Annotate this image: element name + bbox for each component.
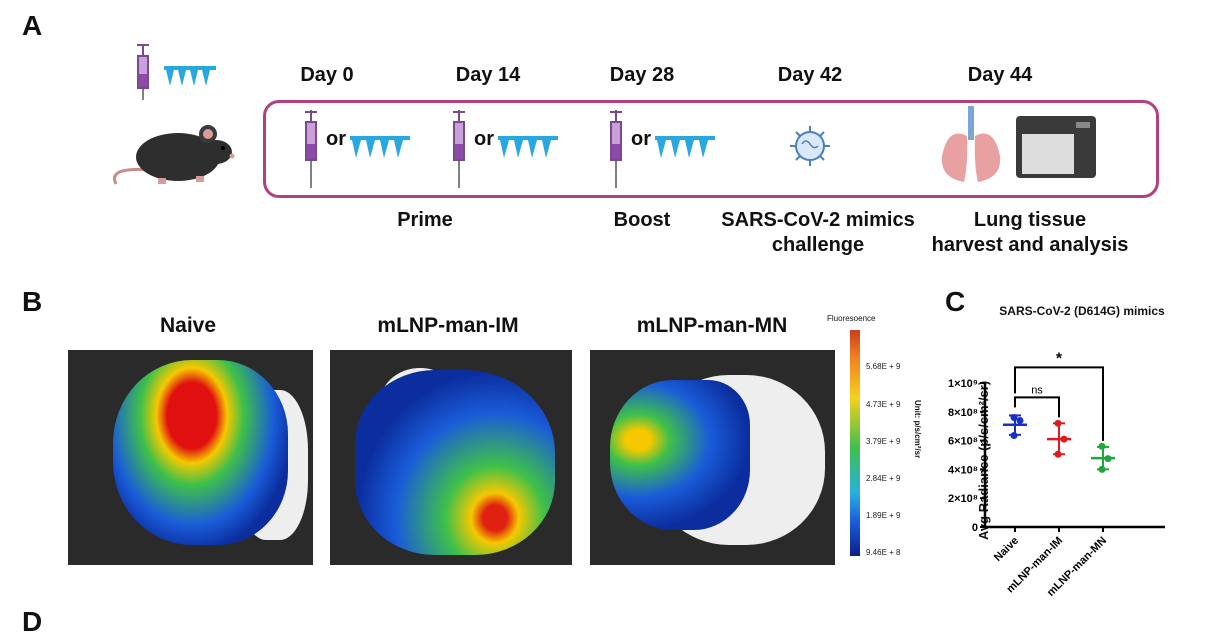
dose-day-28: or xyxy=(605,110,715,190)
star-bracket xyxy=(1014,366,1104,441)
colorbar-title: Fluoresoence xyxy=(827,314,876,323)
dose-day-0: or xyxy=(300,110,410,190)
im-lung-image xyxy=(330,350,572,565)
caption-line: harvest and analysis xyxy=(931,234,1129,256)
data-point xyxy=(1010,414,1018,422)
syringe-icon xyxy=(610,110,622,188)
data-point xyxy=(1098,465,1106,473)
chart-title: SARS-CoV-2 (D614G) mimics xyxy=(999,304,1165,318)
data-point xyxy=(1098,442,1106,450)
or-label: or xyxy=(326,128,346,150)
colorbar-tick: 5.68E + 9 xyxy=(866,362,901,371)
challenge-caption: SARS-CoV-2 mimics challenge xyxy=(721,208,914,258)
dose-day-14: or xyxy=(448,110,558,190)
colorbar-tick: 3.79E + 9 xyxy=(866,437,901,446)
colorbar xyxy=(850,330,860,556)
naive-title: Naive xyxy=(159,314,217,337)
data-point xyxy=(1054,450,1062,458)
mn-lung-image xyxy=(590,350,835,565)
y-tick-label: 1×10⁹ xyxy=(948,378,978,390)
virus-icon xyxy=(790,126,830,166)
ns-bracket xyxy=(1014,396,1060,418)
colorbar-tick: 4.73E + 9 xyxy=(866,400,901,409)
or-label: or xyxy=(631,128,651,150)
colorbar-tick: 2.84E + 9 xyxy=(866,474,901,483)
lungs-icon xyxy=(941,106,1001,182)
data-point xyxy=(1104,455,1112,463)
or-label: or xyxy=(474,128,494,150)
day-14-label: Day 14 xyxy=(455,64,521,86)
y-tick-label: 4×10⁸ xyxy=(948,464,978,476)
caption-line: Lung tissue xyxy=(973,209,1087,231)
data-point xyxy=(1054,419,1062,427)
y-tick-label: 0 xyxy=(972,522,978,534)
syringe-and-microneedle-icon xyxy=(137,44,216,100)
syringe-icon xyxy=(453,110,465,188)
syringe-icon xyxy=(305,110,317,188)
boost-caption: Boost xyxy=(613,209,671,231)
panel-label-c: C xyxy=(945,286,966,317)
day-0-label: Day 0 xyxy=(300,64,354,86)
y-tick-label: 6×10⁸ xyxy=(948,436,978,448)
naive-lung-image xyxy=(68,350,313,565)
mouse-icon xyxy=(113,125,235,185)
ns-label: ns xyxy=(1031,384,1043,396)
panel-label-b: B xyxy=(22,286,43,317)
day-28-label: Day 28 xyxy=(609,64,675,86)
colorbar-tick: 1.89E + 9 xyxy=(866,511,901,520)
y-tick-label: 2×10⁸ xyxy=(948,493,978,505)
microneedle-icon xyxy=(498,136,558,158)
prime-caption: Prime xyxy=(397,209,453,231)
microneedle-icon xyxy=(655,136,715,158)
significance-star: * xyxy=(1056,350,1063,367)
x-tick-label: Naive xyxy=(992,535,1021,564)
panel-label-d: D xyxy=(22,606,43,637)
day-42-label: Day 42 xyxy=(777,64,843,86)
data-point xyxy=(1016,416,1024,424)
data-point xyxy=(1010,432,1018,440)
data-point xyxy=(1060,435,1068,443)
mn-title: mLNP-man-MN xyxy=(636,314,788,337)
panel-label-a: A xyxy=(22,10,43,41)
colorbar-tick: 9.46E + 8 xyxy=(866,548,901,557)
day-44-label: Day 44 xyxy=(967,64,1033,86)
microneedle-icon xyxy=(350,136,410,158)
caption-line: SARS-CoV-2 mimics xyxy=(721,209,915,231)
y-tick-label: 8×10⁸ xyxy=(948,407,978,419)
im-title: mLNP-man-IM xyxy=(377,314,519,337)
harvest-caption: Lung tissue harvest and analysis xyxy=(932,208,1129,258)
colorbar-unit: Unit: p/s/cm²/sr xyxy=(913,400,922,459)
caption-line: challenge xyxy=(771,234,865,256)
imaging-instrument-icon xyxy=(1016,116,1096,178)
radiance-chart: 02×10⁸4×10⁸6×10⁸8×10⁸1×10⁹NaivemLNP-man-… xyxy=(948,350,1165,599)
timeline-box xyxy=(263,100,1159,198)
